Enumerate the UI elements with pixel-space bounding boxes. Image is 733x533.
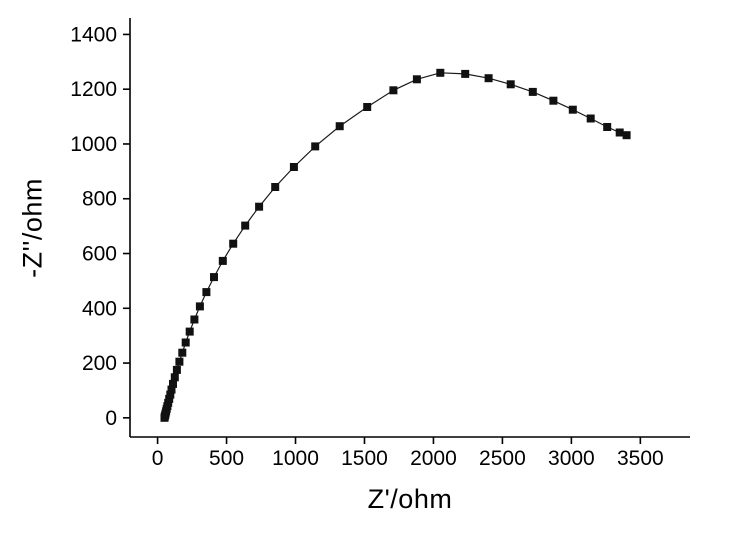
data-point-marker: [190, 315, 199, 324]
y-tick-label: 200: [82, 352, 117, 375]
data-point-marker: [568, 105, 577, 114]
x-tick-label: 1500: [341, 447, 388, 470]
data-point-marker: [181, 338, 190, 347]
data-point-marker: [218, 256, 227, 265]
y-tick-label: 1200: [70, 78, 117, 101]
data-point-marker: [615, 128, 624, 137]
data-point-marker: [506, 80, 515, 89]
x-tick-label: 2500: [479, 447, 526, 470]
data-point-marker: [195, 302, 204, 311]
data-point-marker: [622, 131, 631, 140]
y-tick-label: 0: [105, 407, 117, 430]
data-point-marker: [210, 273, 218, 282]
y-axis-title: -Z''/ohm: [17, 178, 48, 278]
x-axis-title: Z'/ohm: [367, 484, 453, 514]
data-point-marker: [175, 357, 184, 366]
data-point-marker: [170, 373, 179, 382]
data-point-marker: [166, 390, 175, 399]
data-point-marker: [185, 327, 194, 336]
data-point-marker: [461, 69, 470, 78]
data-point-marker: [165, 394, 174, 403]
data-point-marker: [586, 114, 595, 123]
data-point-marker: [389, 86, 398, 95]
data-point-marker: [412, 75, 421, 84]
x-tick-label: 500: [209, 447, 244, 470]
y-tick-label: 600: [82, 243, 117, 266]
x-tick-label: 3500: [617, 447, 664, 470]
y-tick-label: 1400: [70, 23, 117, 46]
data-point-marker: [289, 163, 298, 171]
data-point-marker: [363, 103, 372, 111]
data-point-marker: [311, 142, 320, 151]
x-tick-label: 3000: [548, 447, 595, 470]
x-tick-label: 0: [152, 447, 164, 470]
data-point-marker: [229, 239, 238, 248]
y-tick-label: 400: [82, 297, 117, 320]
x-tick-label: 1000: [272, 447, 319, 470]
y-tick-label: 1000: [70, 133, 117, 156]
data-point-marker: [528, 87, 537, 96]
data-point-marker: [167, 385, 176, 394]
y-tick-label: 800: [82, 188, 117, 211]
data-point-marker: [178, 348, 187, 357]
data-point-marker: [202, 288, 211, 297]
data-point-marker: [169, 379, 177, 388]
data-point-marker: [241, 221, 250, 230]
data-point-marker: [484, 74, 493, 83]
data-point-marker: [603, 123, 612, 131]
data-point-marker: [549, 96, 558, 105]
data-point-marker: [335, 122, 344, 131]
data-point-marker: [436, 68, 445, 77]
data-point-marker: [172, 365, 181, 374]
x-tick-label: 2000: [410, 447, 457, 470]
data-point-marker: [255, 202, 264, 211]
data-point-marker: [271, 183, 280, 191]
